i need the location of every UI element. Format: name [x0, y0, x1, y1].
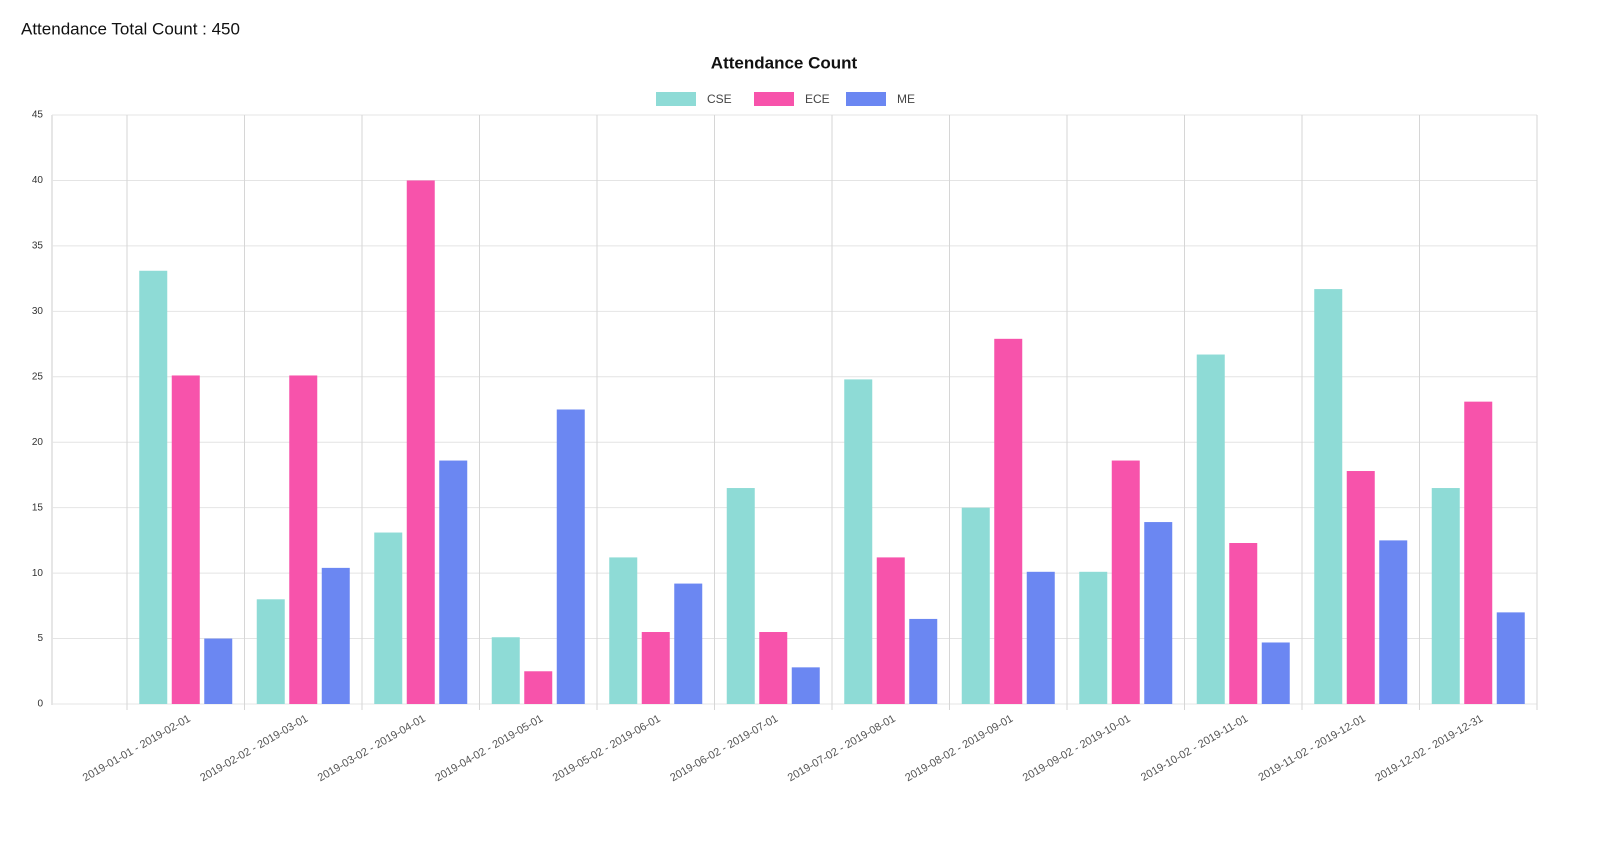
- y-tick-label: 30: [32, 306, 44, 317]
- legend-swatch[interactable]: [754, 92, 794, 106]
- bar: [1196, 354, 1225, 704]
- y-tick-label: 35: [32, 241, 44, 252]
- x-tick-label: 2019-01-01 - 2019-02-01: [81, 713, 193, 785]
- legend-swatch[interactable]: [656, 92, 696, 106]
- bar: [1229, 543, 1258, 704]
- x-tick-label: 2019-04-02 - 2019-05-01: [433, 713, 545, 785]
- bar: [1431, 488, 1460, 704]
- y-tick-label: 15: [32, 502, 44, 513]
- x-tick-label: 2019-06-02 - 2019-07-01: [668, 713, 780, 785]
- bar: [256, 599, 285, 704]
- x-tick-label: 2019-02-02 - 2019-03-01: [198, 713, 310, 785]
- bar: [759, 632, 788, 704]
- page-header: Attendance Total Count : 450: [21, 19, 240, 38]
- x-tick-label: 2019-12-02 - 2019-12-31: [1373, 713, 1485, 785]
- bar: [524, 671, 553, 704]
- bar: [171, 375, 200, 704]
- legend-label[interactable]: CSE: [707, 92, 732, 106]
- bar: [1379, 540, 1408, 704]
- bar: [139, 270, 168, 704]
- bar: [1261, 642, 1290, 704]
- x-tick-label: 2019-07-02 - 2019-08-01: [786, 713, 898, 785]
- bar: [1079, 571, 1108, 704]
- y-tick-label: 40: [32, 175, 44, 186]
- bar: [289, 375, 318, 704]
- bar: [609, 557, 638, 704]
- bar: [556, 409, 585, 704]
- legend-label[interactable]: ME: [897, 92, 915, 106]
- bar: [961, 507, 990, 704]
- legend-label[interactable]: ECE: [805, 92, 830, 106]
- bar: [1144, 522, 1173, 704]
- x-tick-label: 2019-08-02 - 2019-09-01: [903, 713, 1015, 785]
- bar: [1496, 612, 1525, 704]
- legend-swatch[interactable]: [846, 92, 886, 106]
- bar: [641, 632, 670, 704]
- chart-title: Attendance Count: [711, 53, 858, 72]
- bar: [1346, 471, 1375, 704]
- x-tick-label: 2019-03-02 - 2019-04-01: [316, 713, 428, 785]
- bar: [674, 583, 703, 704]
- bar: [491, 637, 520, 704]
- bar: [1464, 401, 1493, 704]
- bar: [791, 667, 820, 704]
- x-tick-label: 2019-10-02 - 2019-11-01: [1139, 713, 1250, 784]
- y-tick-label: 0: [37, 699, 43, 710]
- y-tick-label: 45: [32, 110, 44, 121]
- x-tick-label: 2019-09-02 - 2019-10-01: [1021, 713, 1133, 785]
- x-tick-label: 2019-11-02 - 2019-12-01: [1256, 713, 1367, 784]
- y-tick-label: 5: [37, 633, 43, 644]
- bar: [876, 557, 905, 704]
- bar: [1314, 289, 1343, 704]
- bar: [374, 532, 403, 704]
- bar: [726, 488, 755, 704]
- x-tick-label: 2019-05-02 - 2019-06-01: [551, 713, 663, 785]
- y-tick-label: 10: [32, 568, 44, 579]
- y-tick-label: 25: [32, 371, 44, 382]
- bar: [439, 460, 468, 704]
- bar: [321, 567, 350, 704]
- bar: [204, 638, 233, 704]
- bar: [1026, 571, 1055, 704]
- bar: [994, 338, 1023, 704]
- y-tick-label: 20: [32, 437, 44, 448]
- bar: [406, 180, 435, 704]
- bar: [844, 379, 873, 704]
- bar: [1111, 460, 1140, 704]
- bar: [909, 618, 938, 704]
